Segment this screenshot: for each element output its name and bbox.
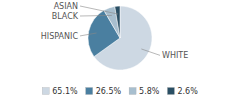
annotations: WHITE HISPANIC BLACKASIAN xyxy=(41,2,188,60)
legend-item: 26.5% xyxy=(86,87,122,96)
legend-label: 2.6% xyxy=(177,87,198,96)
leader-line xyxy=(80,15,112,17)
chart: WHITE HISPANIC BLACKASIAN 65.1% 26.5% 5.8% 2.6… xyxy=(0,0,240,100)
leader-line xyxy=(80,6,118,14)
annotation-label: ASIAN xyxy=(54,2,78,11)
leader-line xyxy=(141,49,160,55)
legend-swatch xyxy=(86,88,93,95)
annotation-label: WHITE xyxy=(162,51,188,60)
legend-swatch xyxy=(42,88,49,95)
pie-slice xyxy=(104,6,120,38)
legend: 65.1% 26.5% 5.8% 2.6% xyxy=(42,87,198,96)
pie-slice xyxy=(115,6,120,38)
annotation-label: BLACK xyxy=(52,12,79,21)
legend-item: 2.6% xyxy=(167,87,198,96)
annotation-label: HISPANIC xyxy=(41,32,79,41)
legend-label: 65.1% xyxy=(52,87,78,96)
legend-swatch xyxy=(167,88,174,95)
legend-swatch xyxy=(129,88,136,95)
leader-line xyxy=(80,33,97,36)
legend-item: 5.8% xyxy=(129,87,160,96)
legend-item: 65.1% xyxy=(42,87,78,96)
legend-label: 26.5% xyxy=(96,87,122,96)
legend-label: 5.8% xyxy=(139,87,160,96)
